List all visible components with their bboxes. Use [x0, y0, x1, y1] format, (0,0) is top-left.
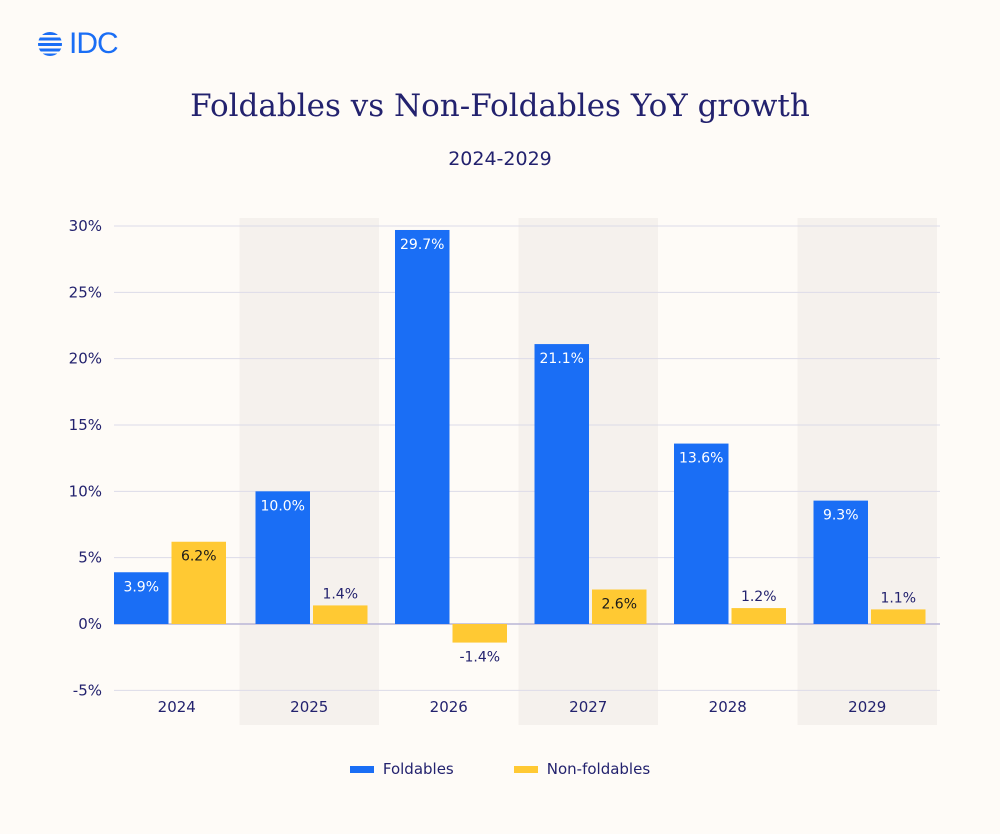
legend-swatch — [349, 765, 374, 773]
data-label: 29.7% — [400, 237, 444, 253]
chart-subtitle: 2024-2029 — [448, 148, 552, 170]
data-label: 1.1% — [880, 590, 916, 606]
data-label: 13.6% — [679, 451, 723, 467]
bar-non-foldables-2026 — [452, 624, 507, 643]
bar-foldables-2028 — [674, 443, 729, 624]
y-tick-label: 20% — [69, 350, 102, 368]
logo-text: IDC — [69, 27, 119, 60]
bar-non-foldables-2027 — [592, 589, 647, 624]
category-band — [797, 218, 937, 725]
bar-non-foldables-2024 — [171, 541, 226, 624]
data-label: 3.9% — [123, 579, 159, 595]
data-label: 6.2% — [181, 549, 217, 565]
category-band — [239, 218, 379, 725]
legend-label: Foldables — [382, 760, 454, 778]
y-tick-label: 5% — [78, 549, 102, 567]
x-tick-label: 2027 — [569, 698, 607, 716]
y-tick-label: -5% — [73, 681, 102, 699]
bar-foldables-2024 — [114, 572, 169, 624]
data-label: 9.3% — [823, 508, 859, 524]
idc-logo: IDC — [36, 27, 119, 61]
bar-foldables-2026 — [395, 229, 450, 625]
legend-swatch — [513, 765, 538, 773]
data-label: -1.4% — [459, 650, 500, 666]
data-label: 1.2% — [741, 589, 777, 605]
bar-foldables-2029 — [813, 500, 868, 624]
y-tick-label: 25% — [69, 283, 102, 301]
x-tick-label: 2028 — [709, 698, 747, 716]
chart-title: Foldables vs Non-Foldables YoY growth — [190, 88, 810, 124]
bar-non-foldables-2028 — [731, 608, 786, 624]
y-tick-label: 30% — [69, 217, 102, 235]
globe-icon — [38, 32, 62, 56]
x-tick-label: 2029 — [848, 698, 886, 716]
x-tick-label: 2026 — [430, 698, 468, 716]
legend: Foldables Non-foldables — [0, 760, 1000, 778]
data-label: 21.1% — [540, 351, 584, 367]
data-label: 10.0% — [261, 498, 305, 514]
bar-foldables-2027 — [534, 344, 589, 624]
legend-item-foldables: Foldables — [349, 760, 454, 778]
bar-non-foldables-2029 — [871, 609, 926, 624]
legend-item-non-foldables: Non-foldables — [513, 760, 651, 778]
x-tick-label: 2025 — [290, 698, 328, 716]
data-label: 2.6% — [601, 597, 637, 613]
y-tick-label: 10% — [69, 482, 102, 500]
legend-label: Non-foldables — [546, 760, 651, 778]
bar-foldables-2025 — [255, 491, 310, 624]
y-tick-label: 0% — [78, 615, 102, 633]
x-tick-label: 2024 — [158, 698, 196, 716]
bar-non-foldables-2025 — [313, 605, 368, 624]
y-tick-label: 15% — [69, 416, 102, 434]
data-label: 1.4% — [322, 586, 358, 602]
